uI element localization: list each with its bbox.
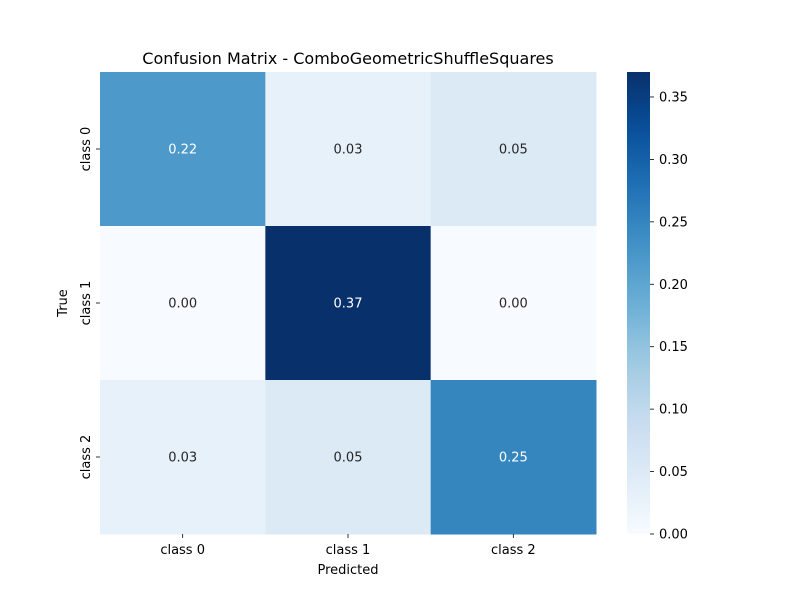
cell-value-label: 0.05 (499, 143, 528, 158)
heatmap-cell (100, 380, 266, 535)
cell-value-label: 0.05 (334, 451, 363, 466)
colorbar-tick-label: 0.25 (659, 215, 688, 230)
x-axis-label: Predicted (317, 563, 378, 578)
cell-value-label: 0.00 (168, 297, 197, 312)
cell-value-label: 0.22 (168, 143, 197, 158)
heatmap-cell (265, 226, 432, 381)
colorbar-tick-label: 0.20 (659, 278, 688, 293)
heatmap-cell (100, 226, 266, 381)
heatmap-cell (430, 72, 597, 227)
x-axis: class 0 class 1 class 2 (160, 534, 536, 558)
colorbar-tick-label: 0.30 (659, 153, 688, 168)
colorbar-tick-label: 0.35 (659, 90, 688, 105)
y-tick-label: class 2 (79, 435, 94, 480)
x-tick-label: class 2 (491, 543, 536, 558)
colorbar-tick-label: 0.10 (659, 403, 688, 418)
heatmap-cell (265, 380, 432, 535)
colorbar-gradient (627, 72, 650, 534)
colorbar: 0.00 0.05 0.10 0.15 0.20 0.25 0.30 0.35 (627, 72, 688, 543)
y-tick-label: class 1 (79, 281, 94, 326)
colorbar-tick-label: 0.00 (659, 528, 688, 543)
colorbar-tick-label: 0.05 (659, 465, 688, 480)
cell-value-label: 0.37 (334, 297, 363, 312)
cell-value-label: 0.03 (168, 451, 197, 466)
x-tick-label: class 1 (326, 543, 371, 558)
heatmap-cell (430, 226, 597, 381)
chart-title: Confusion Matrix - ComboGeometricShuffle… (142, 49, 553, 68)
cell-value-label: 0.00 (499, 297, 528, 312)
heatmap-cell (100, 72, 266, 227)
y-tick-label: class 0 (79, 127, 94, 172)
x-tick-label: class 0 (160, 543, 205, 558)
heatmap-cell (265, 72, 432, 227)
y-axis: class 0 class 1 class 2 (79, 127, 100, 480)
heatmap-grid: 0.22 0.03 0.05 0.00 0.37 0.00 0.03 0.05 0.25 (100, 72, 597, 535)
y-axis-label: True (56, 289, 71, 318)
cell-value-label: 0.25 (499, 451, 528, 466)
heatmap-cell (430, 380, 597, 535)
cell-value-label: 0.03 (334, 143, 363, 158)
colorbar-tick-label: 0.15 (659, 340, 688, 355)
